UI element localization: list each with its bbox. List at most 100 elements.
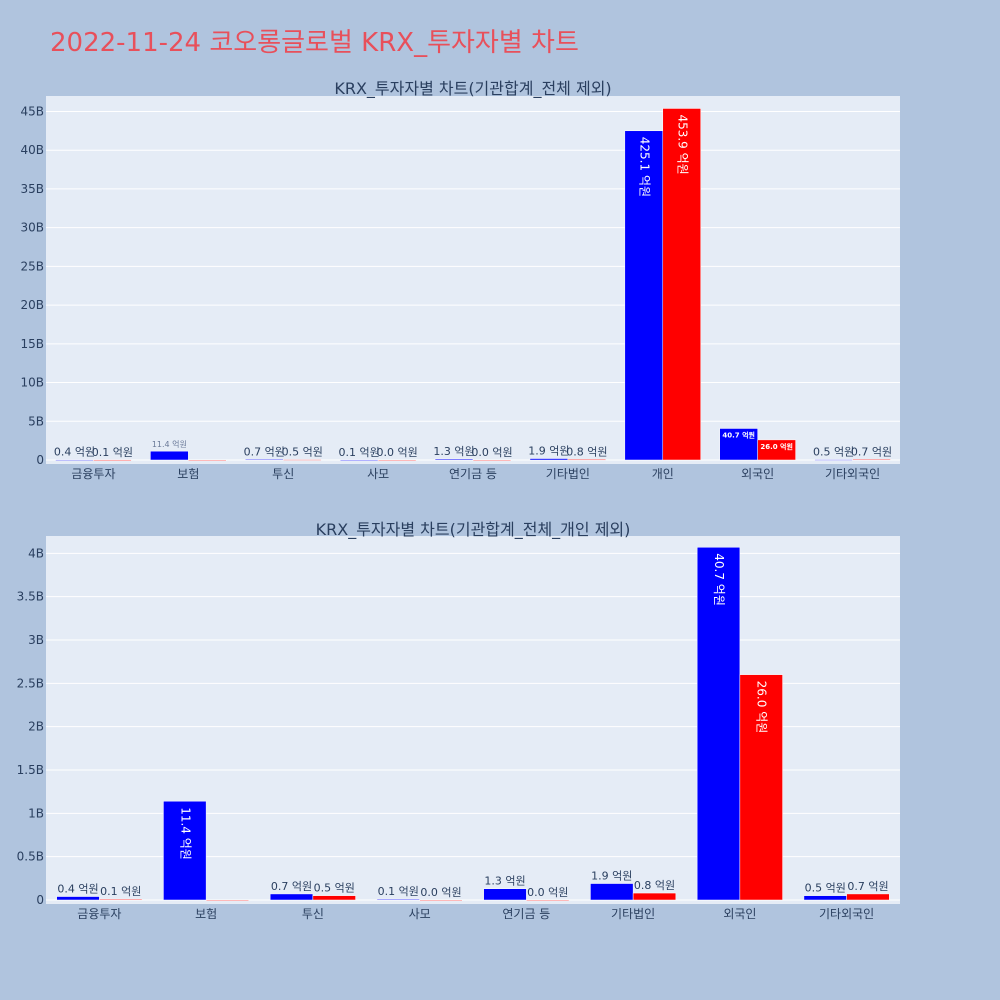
data-label: 0.1 억원 (100, 885, 141, 898)
data-label: 0.0 억원 (420, 886, 461, 899)
data-label: 0.0 억원 (527, 886, 568, 899)
bar[interactable] (377, 459, 417, 462)
data-label: 0.5 억원 (813, 446, 854, 459)
bar[interactable] (188, 459, 227, 462)
y-tick-label: 3.5B (17, 590, 44, 604)
y-tick-label: 10B (20, 376, 44, 390)
data-label: 26.0 억원 (760, 442, 793, 451)
data-label: 1.3 억원 (484, 875, 525, 888)
bar[interactable] (696, 547, 741, 901)
data-label: 40.7 억원 (712, 553, 726, 606)
y-tick-label: 3B (28, 633, 44, 647)
data-label: 40.7 억원 (722, 430, 755, 439)
bar[interactable] (205, 899, 250, 902)
y-tick-label: 40B (20, 143, 44, 157)
x-tick-label: 기타법인 (546, 467, 590, 481)
y-tick-label: 0 (36, 453, 44, 467)
y-tick-label: 2.5B (17, 676, 44, 690)
chart-bottom: KRX_투자자별 차트(기관합계_전체_개인 제외) 0 0.5B 1B 1.5B 2B 2… (17, 520, 900, 921)
data-label: 0.5 억원 (805, 882, 846, 895)
bar[interactable] (163, 800, 207, 901)
y-tick-label: 45B (20, 104, 44, 118)
bar[interactable] (814, 459, 853, 461)
bar[interactable] (245, 459, 284, 461)
x-tick-label: 개인 (652, 467, 674, 481)
y-tick-label: 30B (20, 221, 44, 235)
bar[interactable] (739, 674, 783, 901)
bar[interactable] (434, 458, 474, 461)
data-label: 1.3 억원 (433, 445, 474, 458)
bar[interactable] (312, 895, 356, 901)
data-label: 0.1 억원 (92, 446, 133, 459)
data-label: 1.9 억원 (528, 445, 569, 458)
bar[interactable] (339, 459, 379, 461)
y-tick-label: 1.5B (17, 763, 44, 777)
bar[interactable] (529, 458, 569, 461)
data-label: 11.4 억원 (178, 807, 192, 860)
chart-top: KRX_투자자별 차트(기관합계_전체 제외) 0 5B 10B 15B 20B 25B 30… (20, 79, 900, 481)
x-tick-label: 보험 (177, 467, 199, 481)
bar[interactable] (376, 898, 420, 901)
data-label: 0.5 억원 (282, 446, 323, 459)
data-label: 0.8 억원 (634, 879, 675, 892)
data-label: 0.0 억원 (471, 446, 512, 459)
bar[interactable] (269, 893, 314, 901)
data-label: 0.5 억원 (314, 882, 355, 895)
bar[interactable] (632, 892, 677, 901)
x-tick-label: 연기금 등 (502, 907, 550, 921)
data-label: 0.7 억원 (847, 880, 888, 893)
bar[interactable] (55, 459, 94, 461)
data-label: 1.9 억원 (591, 870, 632, 883)
chart-title: KRX_투자자별 차트(기관합계_전체_개인 제외) (316, 520, 631, 540)
chart-title: KRX_투자자별 차트(기관합계_전체 제외) (334, 79, 611, 99)
y-tick-label: 2B (28, 720, 44, 734)
x-tick-label: 외국인 (741, 467, 774, 481)
x-tick-label: 사모 (367, 467, 389, 481)
bar[interactable] (483, 888, 527, 901)
bar[interactable] (567, 459, 607, 461)
x-tick-label: 금융투자 (71, 467, 115, 481)
y-tick-label: 5B (28, 414, 44, 428)
data-label: 0.1 억원 (339, 446, 380, 459)
bar[interactable] (719, 428, 758, 461)
bar[interactable] (150, 450, 189, 461)
data-label: 26.0 억원 (755, 681, 769, 734)
bar[interactable] (852, 459, 891, 461)
bar[interactable] (282, 459, 322, 461)
bar[interactable] (93, 459, 132, 461)
data-label: 0.7 억원 (244, 445, 285, 458)
y-tick-label: 1B (28, 806, 44, 820)
bar[interactable] (526, 899, 570, 902)
x-tick-label: 기타외국인 (819, 907, 874, 921)
data-label: 0.0 억원 (376, 446, 417, 459)
x-tick-label: 기타법인 (611, 907, 655, 921)
data-label: 11.4 억원 (152, 439, 187, 449)
bar[interactable] (99, 898, 143, 901)
x-tick-label: 보험 (195, 907, 217, 921)
bar[interactable] (757, 439, 796, 461)
x-tick-label: 투신 (272, 467, 294, 481)
x-tick-label: 외국인 (723, 907, 756, 921)
data-label: 0.7 억원 (271, 880, 312, 893)
bar[interactable] (803, 895, 847, 901)
x-tick-label: 연기금 등 (449, 467, 497, 481)
bar[interactable] (56, 896, 100, 901)
page-title: 2022-11-24 코오롱글로벌 KRX_투자자별 차트 (50, 28, 579, 58)
bar[interactable] (624, 130, 664, 461)
y-tick-label: 25B (20, 259, 44, 273)
bar[interactable] (846, 893, 890, 901)
x-tick-label: 금융투자 (77, 907, 121, 921)
bar[interactable] (472, 459, 512, 462)
x-tick-label: 투신 (302, 907, 324, 921)
x-tick-label: 사모 (409, 907, 431, 921)
y-tick-label: 0.5B (17, 850, 44, 864)
bar[interactable] (590, 883, 634, 901)
data-label: 0.4 억원 (54, 446, 95, 459)
data-label: 0.7 억원 (851, 445, 892, 458)
y-tick-label: 0 (36, 893, 44, 907)
data-label: 0.1 억원 (378, 885, 419, 898)
bar[interactable] (419, 899, 463, 902)
bar[interactable] (662, 108, 701, 461)
x-tick-label: 기타외국인 (825, 467, 880, 481)
